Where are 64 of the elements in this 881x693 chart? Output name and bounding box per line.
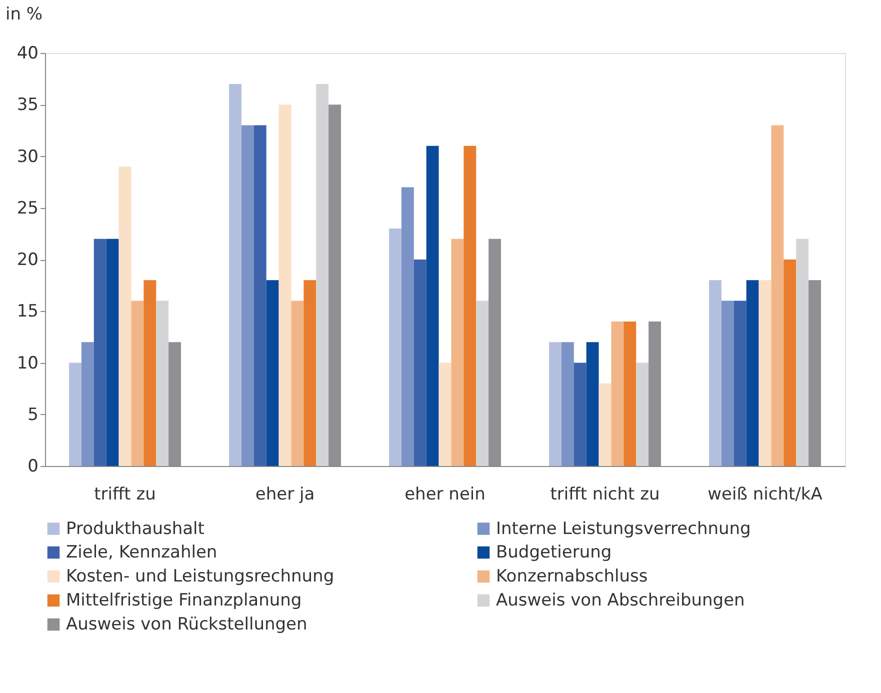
bar (414, 260, 426, 466)
legend-label: Produkthaushalt (66, 518, 205, 539)
legend-label: Ausweis von Abschreibungen (496, 590, 745, 610)
bar (574, 362, 586, 466)
bar (451, 238, 464, 466)
y-tick-label: 5 (28, 404, 38, 425)
legend-label: Interne Leistungsverrechnung (496, 518, 751, 539)
bar (389, 228, 402, 466)
y-tick-label: 15 (16, 302, 38, 322)
bar (771, 125, 784, 466)
bar (316, 84, 329, 466)
bar (709, 280, 722, 466)
bar (464, 146, 476, 466)
legend-label: Konzernabschluss (496, 566, 648, 586)
bar (156, 300, 169, 466)
bar (476, 300, 489, 466)
legend-label: Mittelfristige Finanzplanung (66, 590, 302, 610)
bar (94, 238, 106, 466)
y-tick-label: 20 (16, 250, 38, 270)
bar (549, 342, 562, 466)
bar (586, 342, 599, 466)
x-tick-label: trifft zu (94, 484, 156, 504)
bar (241, 125, 254, 466)
bar (561, 342, 574, 466)
bar (304, 280, 316, 466)
bar (611, 321, 624, 466)
bar (734, 300, 746, 466)
bar (758, 280, 772, 466)
y-tick-label: 25 (16, 198, 38, 218)
y-axis-title: in % (6, 4, 43, 24)
y-tick-label: 35 (16, 95, 38, 116)
bar (131, 300, 144, 466)
y-tick-label: 0 (28, 456, 38, 476)
y-tick-label: 10 (16, 353, 38, 374)
bar (229, 84, 242, 466)
y-tick-label: 30 (16, 146, 38, 167)
bar (266, 280, 279, 466)
bar (291, 300, 304, 466)
bar (81, 342, 94, 466)
bar (784, 260, 796, 466)
bar (144, 280, 156, 466)
bar (438, 362, 452, 466)
bar (746, 280, 759, 466)
bar (401, 187, 414, 466)
legend-label: Kosten- und Leistungsrechnung (66, 566, 334, 586)
y-tick-label: 40 (16, 44, 38, 64)
bar (118, 166, 132, 466)
bar (636, 362, 649, 466)
bar (426, 146, 439, 466)
legend-label: Ausweis von Rückstellungen (66, 614, 308, 634)
bar (106, 238, 119, 466)
bar (624, 321, 636, 466)
bar (278, 104, 292, 466)
x-tick-label: eher ja (255, 484, 315, 504)
bar (69, 362, 82, 466)
legend-label: Budgetierung (496, 542, 612, 562)
legend-label: Ziele, Kennzahlen (66, 542, 218, 562)
x-tick-label: weiß nicht/kA (708, 484, 823, 504)
bar (796, 238, 809, 466)
bar (598, 383, 612, 466)
x-tick-label: trifft nicht zu (550, 484, 660, 504)
bar (721, 300, 734, 466)
x-tick-label: eher nein (404, 484, 486, 504)
bar (254, 125, 266, 466)
